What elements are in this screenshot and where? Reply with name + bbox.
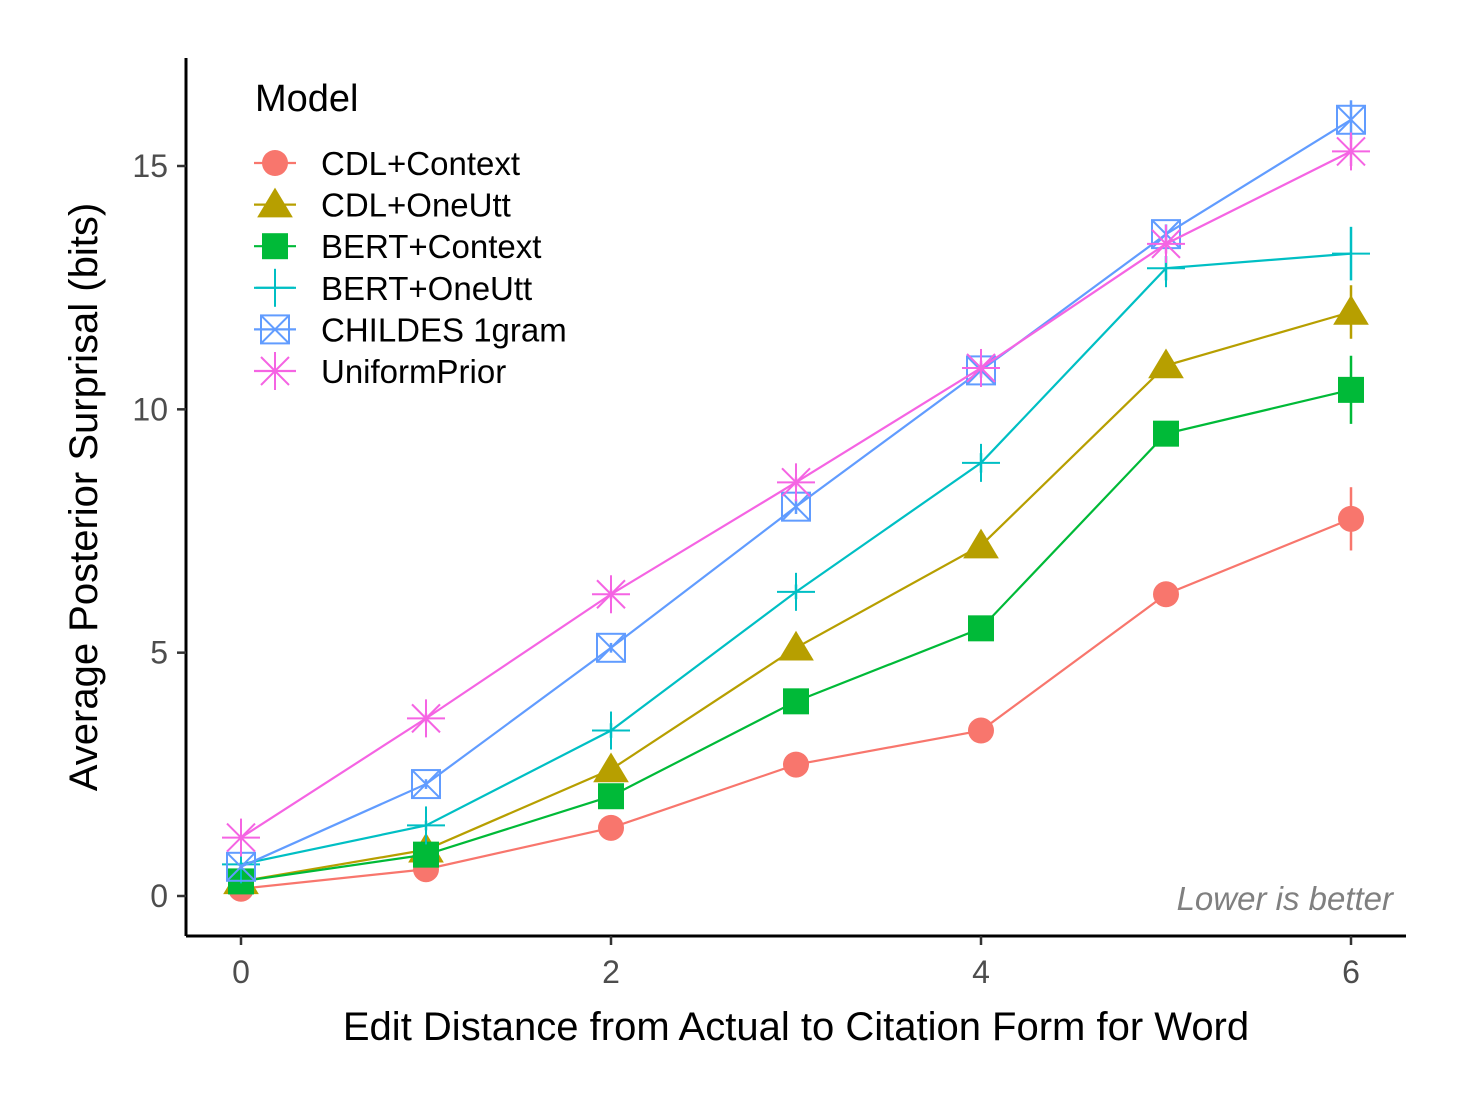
data-point	[407, 699, 445, 738]
legend-label: CDL+OneUtt	[321, 187, 511, 224]
annotation-lower-is-better: Lower is better	[1177, 880, 1395, 917]
legend-key-marker	[262, 150, 288, 176]
data-point	[783, 688, 809, 715]
data-point	[596, 632, 626, 663]
x-tick-label: 0	[232, 954, 250, 990]
legend-key-marker	[262, 233, 288, 260]
data-point	[598, 814, 624, 841]
legend-key-marker	[260, 314, 290, 345]
legend-label: UniformPrior	[321, 353, 506, 390]
x-axis-title: Edit Distance from Actual to Citation Fo…	[343, 1005, 1249, 1049]
data-point	[593, 752, 629, 783]
data-point	[598, 783, 624, 810]
legend-item-cdl-context: CDL+Context	[254, 145, 520, 182]
data-point	[413, 841, 439, 868]
x-tick-label: 2	[602, 954, 620, 990]
data-point	[968, 717, 994, 744]
legend-item-bert-context: BERT+Context	[254, 228, 541, 265]
y-tick-label: 0	[150, 878, 168, 914]
data-point	[1148, 348, 1184, 379]
series-layer	[222, 100, 1370, 902]
data-point	[962, 348, 1000, 387]
axes: 0 5 10 15 0 2 4 6	[132, 58, 1406, 990]
data-point	[1338, 505, 1364, 532]
data-point	[1332, 132, 1370, 171]
data-point	[222, 818, 260, 857]
legend-label: BERT+OneUtt	[321, 270, 532, 307]
legend-item-childes-1gram: CHILDES 1gram	[254, 311, 567, 348]
legend-title: Model	[255, 78, 359, 120]
legend: Model CDL+Context CDL+OneUtt BERT+Context B…	[254, 78, 567, 390]
legend-key-marker	[257, 187, 293, 218]
data-point	[777, 572, 815, 611]
x-tick-label: 6	[1342, 954, 1360, 990]
data-point	[1153, 420, 1179, 447]
data-point	[777, 463, 815, 502]
data-point	[968, 615, 994, 642]
legend-key-marker	[256, 268, 294, 307]
data-point	[1333, 295, 1369, 325]
series-bert-oneutt	[222, 226, 1370, 884]
y-tick-label: 5	[150, 635, 168, 671]
y-tick-label: 10	[132, 391, 168, 427]
data-point	[407, 806, 445, 845]
x-tick-label: 4	[972, 954, 990, 990]
data-point	[1153, 581, 1179, 608]
data-point	[592, 575, 630, 614]
data-point	[411, 769, 441, 800]
legend-label: BERT+Context	[321, 228, 541, 265]
data-point	[963, 528, 999, 559]
data-point	[962, 443, 1000, 482]
legend-label: CDL+Context	[321, 145, 520, 182]
legend-item-cdl-oneutt: CDL+OneUtt	[254, 187, 511, 224]
y-tick-label: 15	[132, 148, 168, 184]
data-point	[783, 751, 809, 778]
legend-item-bert-oneutt: BERT+OneUtt	[254, 268, 532, 307]
legend-label: CHILDES 1gram	[321, 311, 567, 348]
data-point	[1338, 376, 1364, 403]
data-point	[1147, 224, 1185, 263]
data-point	[1332, 234, 1370, 273]
data-point	[778, 630, 814, 661]
legend-key-marker	[256, 352, 294, 390]
legend-item-uniformprior: UniformPrior	[254, 352, 506, 390]
data-point	[592, 711, 630, 750]
series-uniformprior	[222, 132, 1370, 857]
y-axis-title: Average Posterior Surprisal (bits)	[62, 203, 106, 791]
